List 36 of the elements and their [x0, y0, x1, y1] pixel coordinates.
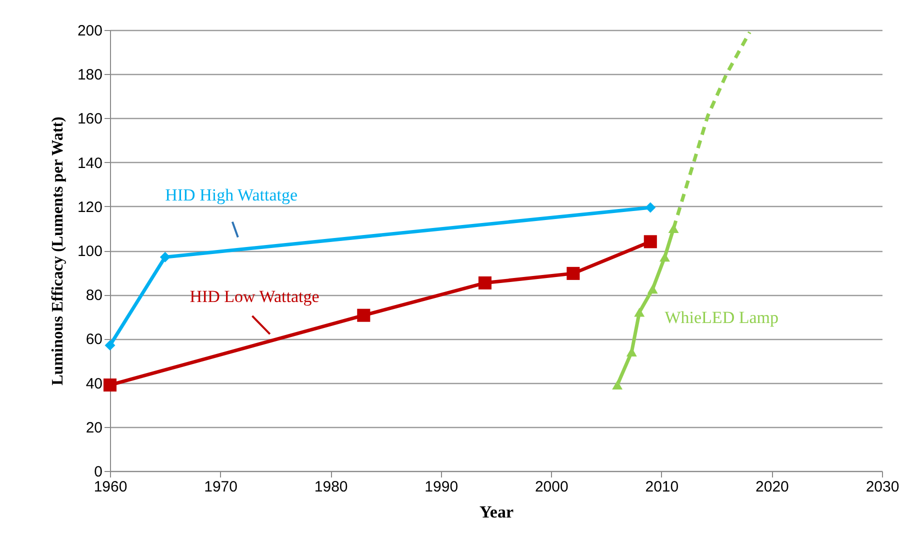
x-tick-label: 1990	[424, 478, 458, 496]
y-tick-label: 0	[94, 464, 102, 480]
x-tick-label: 1960	[94, 478, 128, 496]
point	[160, 252, 170, 262]
point	[634, 308, 645, 317]
x-tick-label: 2020	[756, 478, 789, 496]
point	[644, 235, 657, 248]
x-tick-label: 2010	[645, 478, 679, 496]
y-tick-label: 40	[86, 375, 102, 392]
y-tick-label: 60	[86, 331, 102, 348]
point	[103, 378, 117, 392]
point	[566, 266, 580, 280]
y-tick-label: 100	[77, 243, 102, 260]
point	[659, 252, 670, 262]
y-tick-label: 180	[77, 66, 102, 84]
x-tick-label: 1980	[314, 478, 348, 496]
text: HID High Wattatge	[165, 185, 298, 204]
y-axis-title: Luminous Efficacy (Luments per Watt)	[49, 116, 66, 386]
point	[478, 276, 492, 290]
y-tick-label: 80	[86, 287, 102, 304]
point	[104, 340, 116, 351]
point	[647, 284, 658, 294]
x-tick-label: 1970	[204, 478, 238, 496]
x-axis-title: Year	[480, 502, 514, 522]
y-tick-label: 120	[77, 198, 102, 216]
y-tick-label: 20	[86, 419, 102, 436]
point	[357, 308, 370, 322]
x-tick-label: 2000	[534, 478, 568, 496]
series-label: WhieLED Lamp	[664, 308, 779, 327]
x-tick-label: 2030	[866, 478, 900, 496]
point	[645, 202, 656, 213]
y-tick-label: 160	[77, 110, 102, 128]
y-tick-label: 140	[77, 154, 102, 172]
y-tick-label: 200	[77, 22, 102, 40]
series-label: HID Low Wattatge	[190, 286, 320, 306]
point	[612, 380, 623, 390]
